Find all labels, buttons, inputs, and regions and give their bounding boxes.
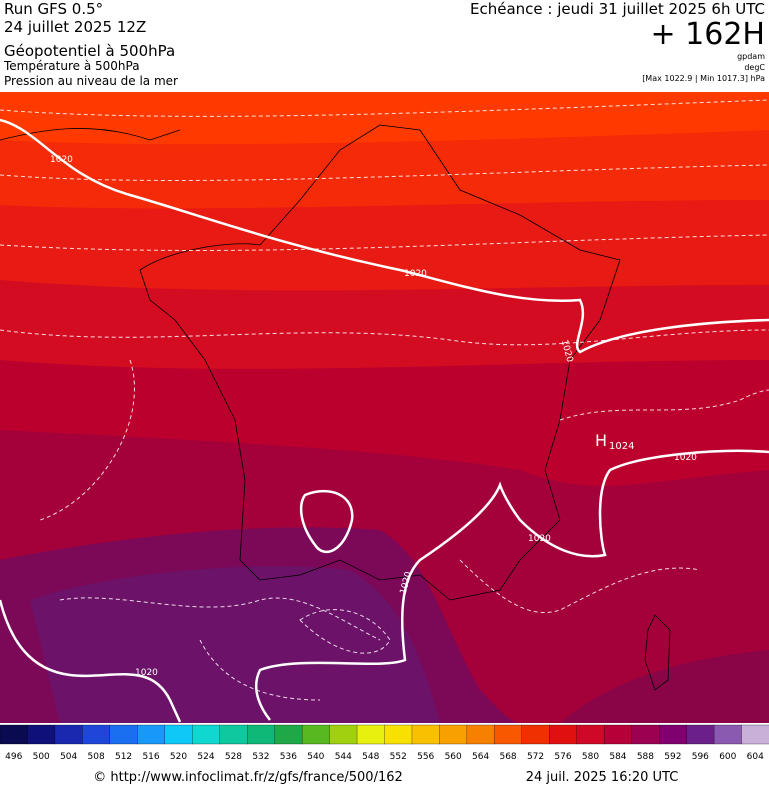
colorbar-label: 508 [88,752,105,762]
colorbar-label: 552 [390,752,407,762]
field-band [560,650,769,723]
isobar-label: 1020 [674,453,697,463]
colorbar-swatch [329,724,358,745]
colorbar-label: 536 [280,752,297,762]
colorbar-swatch [411,724,441,745]
colorbar-label: 532 [252,752,269,762]
colorbar-swatch [384,724,413,745]
isobar-label: 1020 [50,155,73,165]
colorbar-swatch [137,724,166,745]
colorbar-label: 600 [719,752,736,762]
colorbar-label: 604 [747,752,764,762]
colorbar-swatch [521,724,550,745]
colorbar-label: 500 [33,752,50,762]
colorbar-swatch [686,724,715,745]
isobar [0,599,182,723]
colorbar-label: 572 [527,752,544,762]
footer-date: 24 juil. 2025 16:20 UTC [526,770,679,785]
run-date: 24 juillet 2025 12Z [4,18,146,36]
valid-time: Echéance : jeudi 31 juillet 2025 6h UTC [470,0,765,18]
colorbar-swatch [164,724,193,745]
isobar-label: 1020 [135,668,158,678]
unit: degC [744,63,765,72]
colorbar-swatch [713,724,743,745]
colorbar-label: 568 [499,752,516,762]
colorbar-swatch [301,724,331,745]
isobar-label: 1020 [528,534,551,544]
colorbar-label: 556 [417,752,434,762]
colorbar-label: 504 [60,752,77,762]
colorbar-swatch [356,724,386,745]
colorbar-swatch [247,724,276,745]
map: 1020 1020 1020 1020 1020 1020 1020 H 102… [0,92,769,723]
isobar [299,489,354,554]
colorbar-swatch [82,724,111,745]
colorbar-label: 596 [692,752,709,762]
colorbar-swatch [192,724,221,745]
colorbar-label: 584 [609,752,626,762]
colorbar-swatch [494,724,523,745]
high-value: 1024 [609,441,634,452]
coastline [139,124,621,601]
colorbar-swatch [604,724,633,745]
coastline [644,614,671,691]
colorbar-swatch [741,724,769,745]
footer-url: © http://www.infoclimat.fr/z/gfs/france/… [93,770,403,785]
colorbar-swatch [549,724,578,745]
coastline [0,128,181,141]
colorbar-label: 540 [307,752,324,762]
colorbar-label: 580 [582,752,599,762]
colorbar-label: 512 [115,752,132,762]
pressure-range: [Max 1022.9 | Min 1017.3] hPa [642,74,765,83]
high-letter: H [595,431,607,450]
colorbar-label: 588 [637,752,654,762]
colorbar-swatch [219,724,248,745]
lead-time: + 162H [651,17,766,52]
colorbar-label: 520 [170,752,187,762]
colorbar-swatch [631,724,660,745]
colorbar-swatch [466,724,496,745]
colorbar: 496 500 504 508 512 516 520 524 528 532 536 540 544 5… [0,724,769,762]
title: Géopotentiel à 500hPa [4,42,175,60]
field-band [30,566,440,723]
colorbar-swatch [109,724,138,745]
colorbar-label: 592 [664,752,681,762]
colorbar-label: 564 [472,752,489,762]
unit: gpdam [737,52,765,61]
subtitle: Pression au niveau de la mer [4,74,178,88]
colorbar-label: 576 [554,752,571,762]
run: Run GFS 0.5° [4,0,103,18]
colorbar-label: 548 [362,752,379,762]
colorbar-swatch [274,724,303,745]
isobar [0,118,769,354]
header: Run GFS 0.5° 24 juillet 2025 12Z Géopote… [3,0,765,88]
colorbar-swatch [54,724,84,745]
colorbar-label: 528 [225,752,242,762]
colorbar-label: 516 [142,752,159,762]
isobar [254,449,769,721]
colorbar-swatch [576,724,605,745]
colorbar-swatch [439,724,468,745]
colorbar-label: 524 [197,752,214,762]
subtitle: Température à 500hPa [3,59,140,73]
colorbar-swatch [0,724,29,745]
colorbar-label: 560 [445,752,462,762]
isobar-label: 1020 [404,269,427,279]
colorbar-swatch [658,724,688,745]
colorbar-label: 496 [5,752,22,762]
colorbar-swatch [27,724,56,745]
colorbar-label: 544 [335,752,352,762]
